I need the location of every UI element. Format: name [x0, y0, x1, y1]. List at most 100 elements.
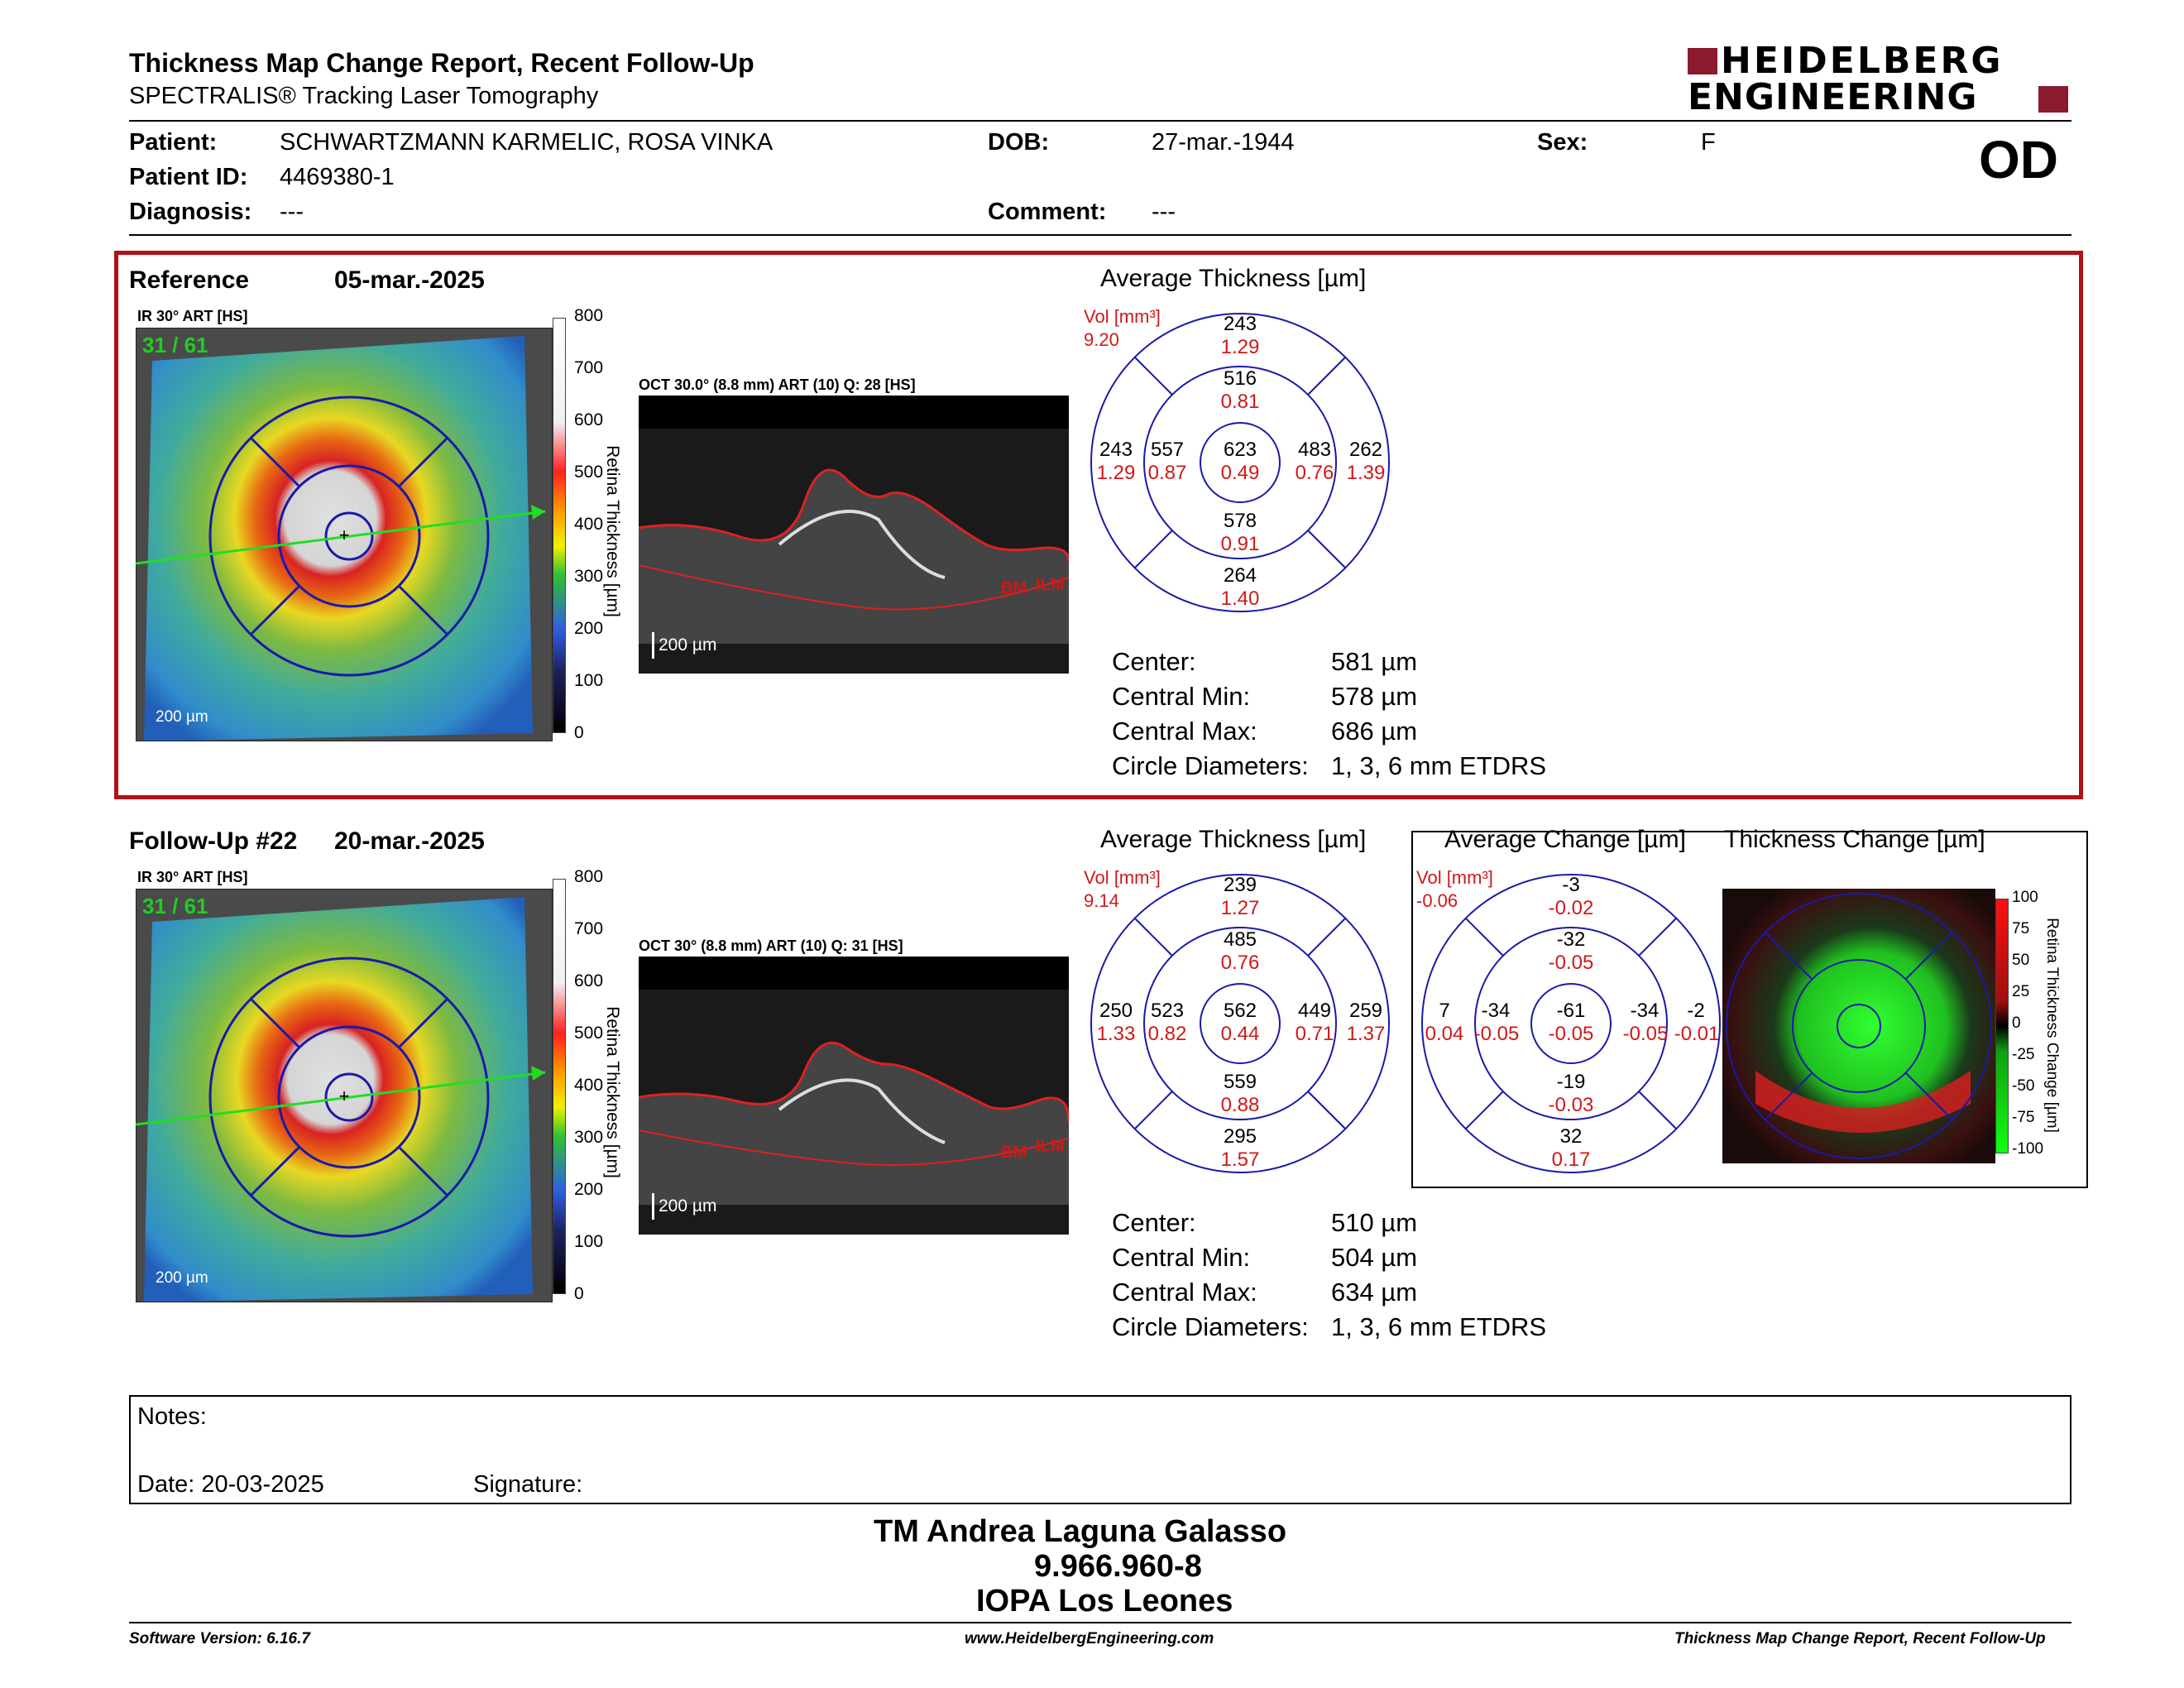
change-inner-inf: -19	[1556, 1071, 1586, 1093]
thickness-colorbar-ticks: 800 700 600 500 400 300 200 100 0	[574, 306, 607, 742]
change-inner-inf-volume: -0.03	[1548, 1094, 1594, 1116]
vol-label: Vol [mm³]	[1084, 306, 1161, 327]
etdrs-change-chart	[1418, 870, 1724, 1177]
change-inner-sup: -32	[1556, 928, 1586, 951]
stat-label: Central Min:	[1112, 682, 1251, 711]
inner-right-volume: 0.76	[1295, 462, 1334, 484]
inner-inf-volume: 0.88	[1220, 1094, 1260, 1116]
ir-label: IR 30° ART [HS]	[137, 869, 248, 885]
stat-value: 634 µm	[1331, 1278, 1418, 1307]
reference-stats: Center: 581 µm Central Min: 578 µm Central…	[1112, 647, 1546, 786]
outer-left-thickness: 243	[1099, 439, 1133, 461]
tick: 200	[574, 619, 604, 638]
vol-label: Vol [mm³]	[1084, 867, 1161, 888]
outer-right-thickness: 262	[1348, 439, 1383, 461]
change-vol-value: -0.06	[1416, 890, 1458, 911]
change-vol-label: Vol [mm³]	[1416, 867, 1493, 888]
inner-left-volume: 0.82	[1147, 1023, 1187, 1045]
oct-label: OCT 30° (8.8 mm) ART (10) Q: 31 [HS]	[639, 938, 903, 954]
tick: 600	[574, 971, 604, 990]
change-inner-right-volume: -0.05	[1622, 1023, 1669, 1045]
colorbar-title: Retina Thickness [µm]	[603, 445, 622, 617]
stat-label: Center:	[1112, 647, 1196, 676]
patient-divider	[129, 234, 2071, 236]
tick: -75	[2012, 1109, 2035, 1126]
outer-right-volume: 1.39	[1346, 462, 1386, 484]
tick: 300	[574, 1128, 604, 1147]
tick: 100	[574, 671, 604, 690]
tick: 500	[574, 1024, 604, 1043]
inner-right-thickness: 449	[1297, 1000, 1332, 1022]
thickness-colorbar-ticks: 800 700 600 500 400 300 200 100 0	[574, 867, 607, 1303]
stat-value: 510 µm	[1331, 1208, 1418, 1237]
change-outer-right-volume: -0.01	[1674, 1023, 1720, 1045]
avg-change-title: Average Change [µm]	[1444, 826, 1686, 853]
footer-version: Software Version: 6.16.7	[129, 1630, 310, 1647]
change-outer-left: 7	[1439, 1000, 1450, 1022]
tick: 75	[2012, 920, 2030, 938]
oct-bscan	[638, 957, 1070, 1235]
tick: 500	[574, 463, 604, 482]
notes-box[interactable]: Notes: Date: 20-03-2025 Signature:	[129, 1395, 2071, 1504]
footer-divider	[129, 1622, 2071, 1623]
sex-label: Sex:	[1537, 129, 1588, 156]
stat-label: Circle Diameters:	[1112, 751, 1309, 780]
eye-indicator: OD	[1979, 130, 2058, 189]
report-title: Thickness Map Change Report, Recent Foll…	[129, 48, 754, 78]
logo-square-icon-2	[2038, 86, 2068, 113]
outer-inf-volume: 1.40	[1220, 587, 1260, 610]
change-outer-inf-volume: 0.17	[1551, 1149, 1591, 1171]
change-frame	[1411, 831, 2088, 1188]
inner-left-volume: 0.87	[1147, 462, 1187, 484]
stamp-id: 9.966.960-8	[1034, 1549, 1202, 1584]
svg-text:+: +	[339, 525, 350, 545]
ilm-label: ILM	[1036, 576, 1065, 594]
ir-label: IR 30° ART [HS]	[137, 308, 248, 324]
tick: 0	[574, 1284, 584, 1303]
stat-value: 1, 3, 6 mm ETDRS	[1331, 751, 1547, 780]
header-divider	[129, 120, 2071, 122]
vol-value: 9.20	[1084, 329, 1119, 350]
etdrs-thickness-chart	[1087, 309, 1393, 616]
outer-sup-thickness: 243	[1223, 313, 1257, 335]
tick: -100	[2012, 1140, 2044, 1158]
sex-value: F	[1701, 129, 1716, 156]
comment-label: Comment:	[988, 199, 1107, 225]
inner-inf-volume: 0.91	[1220, 533, 1260, 555]
change-outer-inf: 32	[1559, 1125, 1583, 1148]
signature-label: Signature:	[473, 1471, 583, 1498]
tick: 50	[2012, 952, 2030, 969]
outer-left-volume: 1.33	[1096, 1023, 1136, 1045]
dob-label: DOB:	[988, 129, 1050, 156]
report-subtitle: SPECTRALIS® Tracking Laser Tomography	[129, 83, 599, 109]
stat-value: 504 µm	[1331, 1243, 1418, 1272]
stat-label: Central Max:	[1112, 717, 1257, 746]
followup-date: 20-mar.-2025	[334, 827, 485, 855]
avg-thickness-title: Average Thickness [µm]	[1100, 265, 1367, 292]
reference-date: 05-mar.-2025	[334, 266, 485, 294]
thickness-colorbar	[553, 318, 566, 733]
oct-label: OCT 30.0° (8.8 mm) ART (10) Q: 28 [HS]	[639, 376, 916, 393]
outer-sup-volume: 1.29	[1220, 336, 1260, 358]
thickness-colorbar	[553, 879, 566, 1294]
oct-scale-bar-icon	[652, 632, 654, 659]
change-center-volume: -0.05	[1548, 1023, 1594, 1045]
diagnosis-value: ---	[280, 199, 304, 225]
tick: 100	[2012, 889, 2038, 906]
oct-scale-bar-icon	[652, 1193, 654, 1220]
etdrs-grid-overlay: +	[135, 328, 553, 741]
tick: 0	[574, 723, 584, 742]
inner-right-thickness: 483	[1297, 439, 1332, 461]
outer-left-volume: 1.29	[1096, 462, 1136, 484]
change-inner-left-volume: -0.05	[1473, 1023, 1520, 1045]
outer-inf-volume: 1.57	[1220, 1149, 1260, 1171]
outer-sup-volume: 1.27	[1220, 897, 1260, 919]
ir-scale-label: 200 µm	[156, 708, 208, 726]
center-thickness: 623	[1223, 439, 1257, 461]
bm-label: BM	[1001, 579, 1027, 597]
change-inner-right: -34	[1630, 1000, 1660, 1022]
oct-scale-label: 200 µm	[659, 635, 717, 655]
footer-website[interactable]: www.HeidelbergEngineering.com	[965, 1630, 1214, 1647]
tick: 800	[574, 306, 604, 325]
diagnosis-label: Diagnosis:	[129, 199, 252, 225]
